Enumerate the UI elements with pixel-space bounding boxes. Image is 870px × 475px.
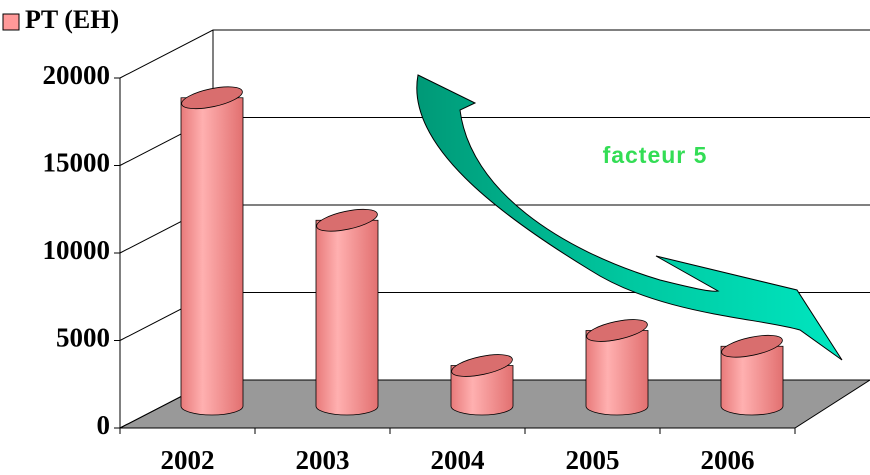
y-tick-label: 5000 — [56, 323, 110, 353]
chart: 0 5000 10000 15000 20000 2002 2003 2004 2005 2006… — [0, 0, 870, 475]
legend-label: PT (EH) — [25, 5, 119, 34]
bar — [315, 205, 379, 415]
legend-swatch — [3, 14, 19, 30]
annotation: facteur 5 — [603, 142, 708, 168]
grid-line — [120, 30, 870, 78]
bar — [720, 331, 784, 415]
x-tick-label: 2002 — [161, 445, 215, 475]
bar — [450, 350, 514, 415]
x-tick-label: 2004 — [431, 445, 485, 475]
y-tick-label: 20000 — [43, 60, 111, 90]
y-tick-label: 10000 — [43, 235, 111, 265]
x-tick-label: 2005 — [566, 445, 620, 475]
x-tick-label: 2003 — [296, 445, 350, 475]
bar-body — [316, 220, 378, 415]
bar — [180, 83, 244, 415]
y-tick-label: 0 — [97, 410, 111, 440]
bar-body — [586, 331, 648, 416]
bar-body — [181, 98, 243, 415]
x-tick-label: 2006 — [701, 445, 755, 475]
bar — [585, 315, 649, 415]
y-tick-label: 15000 — [43, 148, 111, 178]
